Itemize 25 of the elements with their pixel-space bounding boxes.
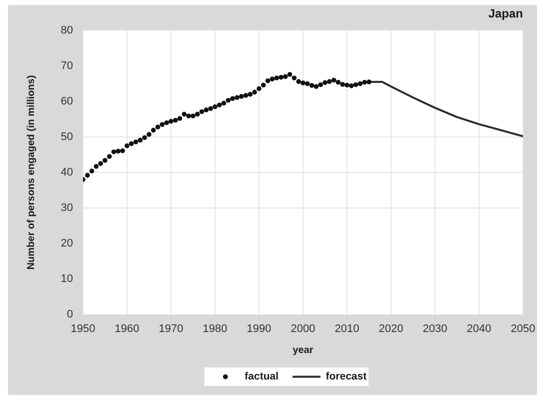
y-tick-label: 20 bbox=[60, 238, 73, 250]
legend-label: factual bbox=[244, 370, 279, 383]
x-tick-label: 1950 bbox=[70, 323, 96, 336]
x-tick-label: 2040 bbox=[466, 323, 492, 336]
x-tick-label: 2030 bbox=[422, 323, 448, 336]
x-tick-label: 1960 bbox=[114, 323, 140, 336]
x-tick-label: 1970 bbox=[158, 323, 184, 336]
y-tick-label: 40 bbox=[60, 166, 73, 178]
x-axis-title: year bbox=[292, 344, 314, 356]
y-tick-label: 0 bbox=[66, 308, 73, 321]
y-tick-label: 30 bbox=[60, 202, 73, 214]
y-tick-label: 10 bbox=[60, 273, 73, 286]
legend-label: forecast bbox=[326, 370, 368, 383]
x-tick-label: 2020 bbox=[378, 323, 404, 336]
x-tick-label: 2010 bbox=[334, 323, 360, 336]
x-tick-label: 2000 bbox=[290, 323, 316, 336]
chart-title: Japan bbox=[488, 6, 523, 21]
y-tick-label: 50 bbox=[60, 130, 73, 143]
x-tick-label: 1980 bbox=[202, 323, 228, 336]
x-tick-label: 2050 bbox=[510, 323, 536, 336]
y-tick-label: 80 bbox=[60, 24, 73, 36]
y-tick-label: 60 bbox=[60, 95, 73, 108]
x-tick-label: 1990 bbox=[246, 323, 272, 336]
y-tick-label: 70 bbox=[60, 60, 73, 72]
y-axis-title: Number of persons engaged (in millions) bbox=[26, 75, 37, 270]
